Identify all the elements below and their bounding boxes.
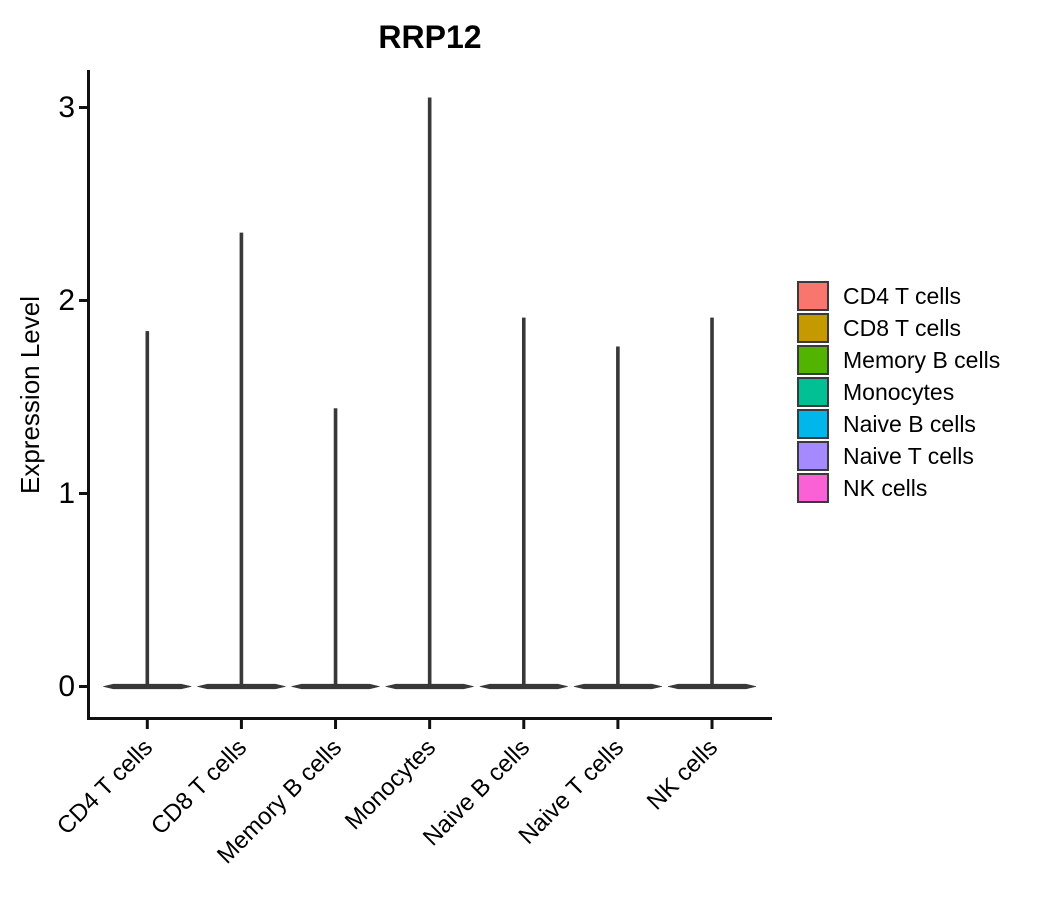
violin-cd4-t-cells [103,331,192,690]
legend-item-naive-b-cells: Naive B cells [797,409,1000,439]
legend-item-monocytes: Monocytes [797,377,1000,407]
y-tick-label-2: 2 [58,283,75,317]
violin-nk-cells [667,317,757,690]
legend-label: CD4 T cells [843,282,962,309]
violin-naive-b-cells [479,317,568,690]
legend: CD4 T cells CD8 T cells Memory B cells Mono… [797,281,1000,503]
y-tick-label-0: 0 [58,669,75,703]
legend-label: Monocytes [843,378,955,405]
violin-naive-t-cells [573,346,662,690]
violins [103,97,757,690]
legend-swatch-icon [797,377,829,407]
legend-label: Naive T cells [843,442,974,469]
legend-label: NK cells [843,474,928,501]
legend-item-cd4-t-cells: CD4 T cells [797,281,1000,311]
y-tick-label-3: 3 [58,90,75,124]
legend-item-cd8-t-cells: CD8 T cells [797,313,1000,343]
legend-label: Memory B cells [843,346,1001,373]
legend-label: Naive B cells [843,410,976,437]
tick-marks [79,106,714,729]
y-tick-label-1: 1 [58,476,75,510]
legend-swatch-icon [797,473,829,503]
legend-label: CD8 T cells [843,314,962,341]
legend-item-naive-t-cells: Naive T cells [797,441,1000,471]
violin-memory-b-cells [291,408,380,690]
legend-swatch-icon [797,441,829,471]
legend-swatch-icon [797,345,829,375]
legend-swatch-icon [797,313,829,343]
chart-title: RRP12 [378,19,482,55]
violin-cd8-t-cells [197,232,286,690]
legend-item-nk-cells: NK cells [797,473,1000,503]
legend-swatch-icon [797,281,829,311]
violin-monocytes [385,97,474,690]
legend-swatch-icon [797,409,829,439]
legend-item-memory-b-cells: Memory B cells [797,345,1000,375]
